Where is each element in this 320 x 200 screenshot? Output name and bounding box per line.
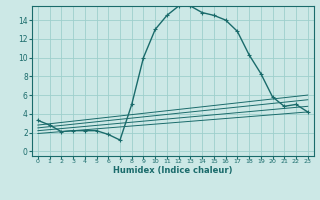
X-axis label: Humidex (Indice chaleur): Humidex (Indice chaleur) bbox=[113, 166, 233, 175]
